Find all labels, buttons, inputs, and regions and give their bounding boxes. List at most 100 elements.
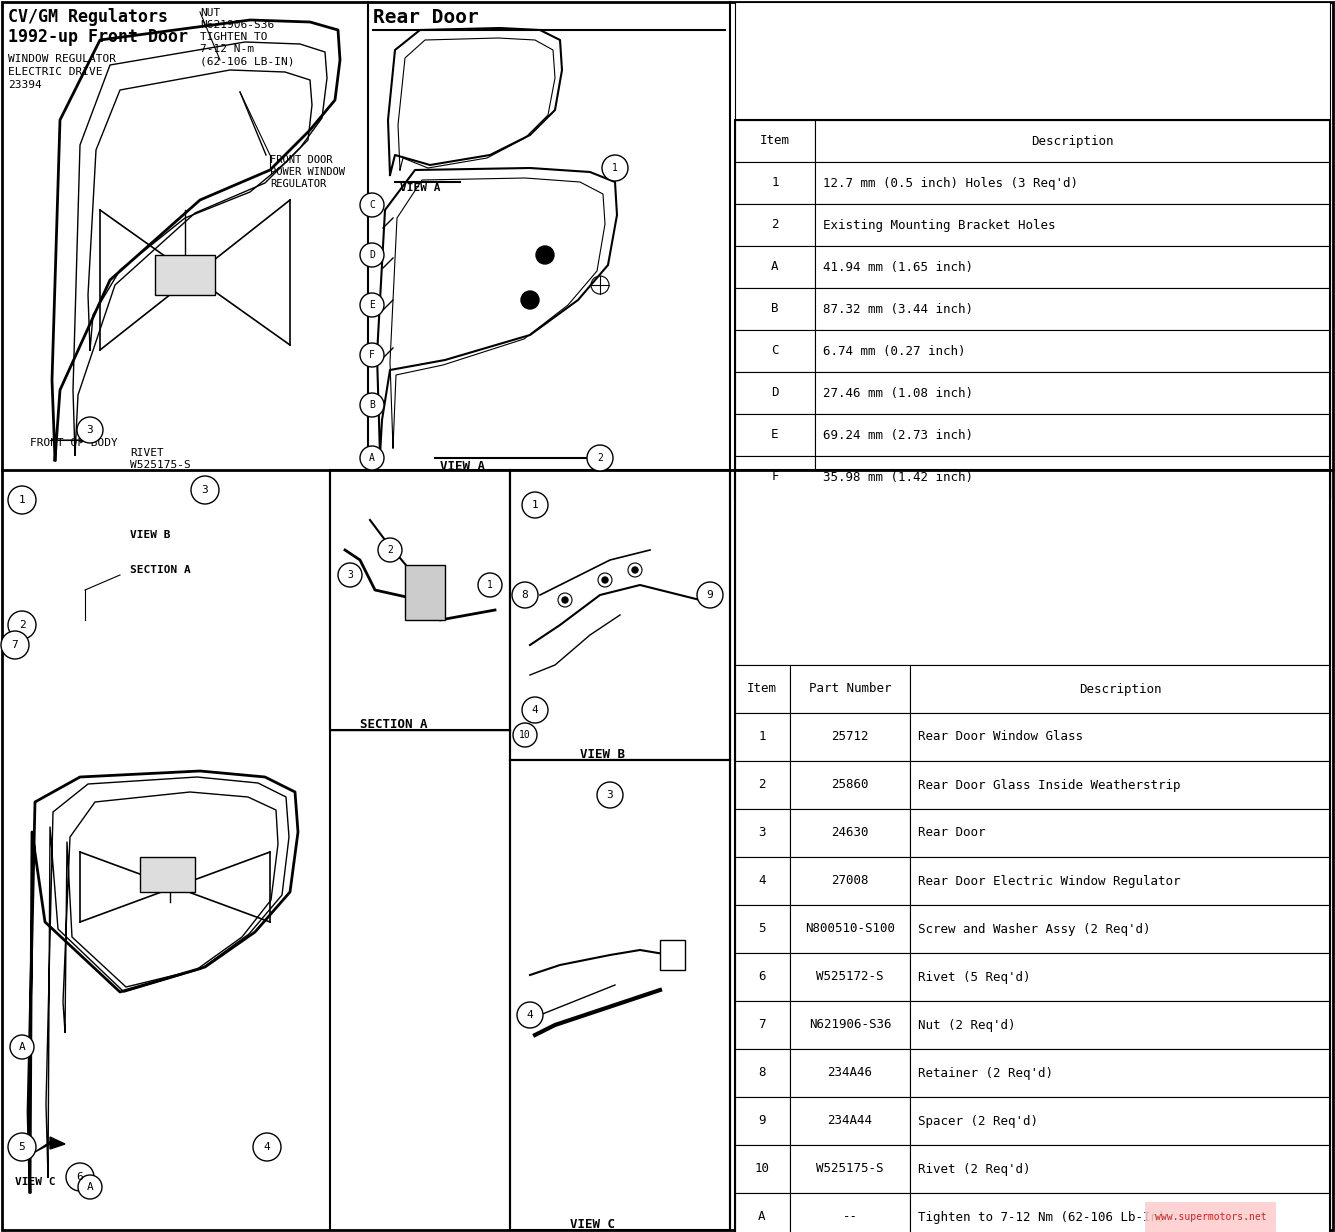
Bar	[736, 330, 814, 372]
Text: Existing Mounting Bracket Holes: Existing Mounting Bracket Holes	[822, 218, 1056, 232]
Bar	[736, 2, 1330, 120]
Bar	[910, 1145, 1330, 1193]
Bar	[736, 120, 1330, 498]
Bar	[910, 954, 1330, 1000]
Text: --: --	[842, 1211, 857, 1223]
Circle shape	[254, 1133, 280, 1161]
Bar	[814, 288, 1330, 330]
Text: W525172-S: W525172-S	[816, 971, 884, 983]
Circle shape	[77, 1175, 101, 1199]
Text: 8: 8	[522, 590, 529, 600]
Text: (62-106 LB-IN): (62-106 LB-IN)	[200, 55, 295, 67]
Text: E: E	[772, 429, 778, 441]
Bar	[659, 940, 685, 970]
Text: E: E	[368, 301, 375, 310]
Circle shape	[8, 1133, 36, 1161]
Circle shape	[191, 476, 219, 504]
Bar	[736, 414, 814, 456]
Text: 6.74 mm (0.27 inch): 6.74 mm (0.27 inch)	[822, 345, 965, 357]
Text: CV/GM Regulators: CV/GM Regulators	[8, 7, 168, 26]
Text: Part Number: Part Number	[809, 683, 892, 696]
Text: Nut (2 Req'd): Nut (2 Req'd)	[918, 1019, 1016, 1031]
Text: W525175-S: W525175-S	[816, 1163, 884, 1175]
Text: Description: Description	[1079, 683, 1161, 696]
Bar	[910, 761, 1330, 809]
Bar	[790, 809, 910, 857]
Text: VIEW B: VIEW B	[129, 530, 171, 540]
Text: 4: 4	[526, 1010, 534, 1020]
Bar	[910, 857, 1330, 906]
Text: A: A	[772, 260, 778, 274]
Text: ELECTRIC DRIVE: ELECTRIC DRIVE	[8, 67, 103, 76]
Circle shape	[521, 291, 539, 309]
Text: Rivet (2 Req'd): Rivet (2 Req'd)	[918, 1163, 1031, 1175]
Text: FRONT DOOR: FRONT DOOR	[270, 155, 332, 165]
Bar	[140, 857, 195, 892]
Bar	[910, 1000, 1330, 1048]
Text: 9: 9	[706, 590, 713, 600]
Bar	[814, 330, 1330, 372]
Circle shape	[597, 782, 623, 808]
Bar	[736, 1096, 790, 1145]
Text: VIEW A: VIEW A	[400, 184, 441, 193]
Text: Rear Door: Rear Door	[372, 7, 479, 27]
Text: 2: 2	[758, 779, 766, 791]
Bar	[790, 1193, 910, 1232]
Text: 6: 6	[758, 971, 766, 983]
Bar	[736, 469, 1330, 1232]
Circle shape	[558, 593, 571, 607]
Circle shape	[1, 631, 29, 659]
Text: A: A	[19, 1042, 25, 1052]
Text: 7: 7	[12, 639, 19, 650]
Text: Retainer (2 Req'd): Retainer (2 Req'd)	[918, 1067, 1053, 1079]
Text: 27.46 mm (1.08 inch): 27.46 mm (1.08 inch)	[822, 387, 973, 399]
Text: 8: 8	[758, 1067, 766, 1079]
Text: N621906-S36: N621906-S36	[200, 20, 274, 30]
Text: N621906-S36: N621906-S36	[809, 1019, 892, 1031]
Text: 1: 1	[758, 731, 766, 743]
Text: Item: Item	[760, 134, 790, 148]
Text: 2: 2	[387, 545, 392, 554]
Circle shape	[338, 563, 362, 586]
Bar	[736, 1193, 790, 1232]
Text: 24630: 24630	[832, 827, 869, 839]
Bar	[790, 1048, 910, 1096]
Text: POWER WINDOW: POWER WINDOW	[270, 168, 344, 177]
Bar	[790, 954, 910, 1000]
Bar	[790, 1096, 910, 1145]
Text: 3: 3	[87, 425, 93, 435]
Bar	[814, 372, 1330, 414]
Text: 25860: 25860	[832, 779, 869, 791]
Circle shape	[602, 577, 607, 583]
Bar	[330, 469, 510, 731]
Bar	[405, 565, 445, 620]
Bar	[736, 1048, 790, 1096]
Bar	[736, 1000, 790, 1048]
Bar	[814, 120, 1330, 161]
Bar	[736, 469, 1330, 665]
Text: 35.98 mm (1.42 inch): 35.98 mm (1.42 inch)	[822, 471, 973, 483]
Circle shape	[360, 243, 384, 267]
Text: C: C	[772, 345, 778, 357]
Circle shape	[378, 538, 402, 562]
Circle shape	[602, 155, 627, 181]
Text: 27008: 27008	[832, 875, 869, 887]
Text: 2: 2	[772, 218, 778, 232]
Circle shape	[360, 446, 384, 469]
Text: 1: 1	[487, 580, 493, 590]
Bar	[736, 372, 814, 414]
Bar	[510, 760, 730, 1230]
Bar	[790, 713, 910, 761]
Text: 41.94 mm (1.65 inch): 41.94 mm (1.65 inch)	[822, 260, 973, 274]
Bar	[736, 1145, 790, 1193]
Bar	[736, 857, 790, 906]
Text: Spacer (2 Req'd): Spacer (2 Req'd)	[918, 1115, 1039, 1127]
Text: 3: 3	[758, 827, 766, 839]
Bar	[736, 713, 790, 761]
Bar	[510, 469, 730, 760]
Circle shape	[360, 342, 384, 367]
Text: 2: 2	[597, 453, 603, 463]
Circle shape	[587, 445, 613, 471]
Bar	[736, 954, 790, 1000]
Circle shape	[697, 582, 724, 609]
